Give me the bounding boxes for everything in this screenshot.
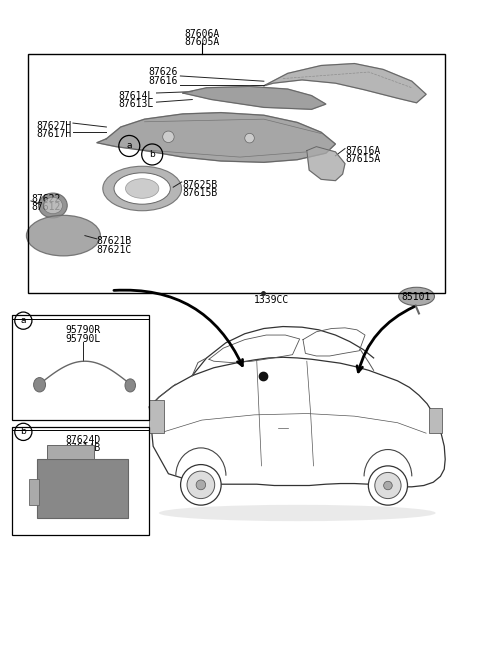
Text: b: b bbox=[21, 427, 26, 436]
Ellipse shape bbox=[34, 378, 46, 392]
Bar bbox=[28, 54, 445, 292]
Text: a: a bbox=[21, 316, 26, 325]
Text: b: b bbox=[149, 150, 155, 159]
Bar bbox=[29, 479, 39, 505]
Text: 95790R: 95790R bbox=[65, 325, 100, 336]
Text: 87615A: 87615A bbox=[345, 154, 380, 164]
Text: 87616A: 87616A bbox=[345, 146, 380, 156]
Text: 87622: 87622 bbox=[31, 194, 60, 204]
Ellipse shape bbox=[163, 131, 174, 143]
Ellipse shape bbox=[159, 505, 436, 521]
Text: 87621C: 87621C bbox=[97, 245, 132, 255]
Polygon shape bbox=[307, 147, 345, 181]
Text: 87612: 87612 bbox=[31, 202, 60, 212]
Text: 87617H: 87617H bbox=[37, 129, 72, 139]
Ellipse shape bbox=[384, 482, 392, 489]
Polygon shape bbox=[264, 64, 426, 102]
Bar bbox=[47, 445, 95, 459]
Text: 87621B: 87621B bbox=[97, 237, 132, 246]
Text: 1339CC: 1339CC bbox=[253, 296, 288, 306]
Ellipse shape bbox=[103, 166, 181, 211]
Ellipse shape bbox=[125, 179, 159, 198]
Text: 95790L: 95790L bbox=[65, 334, 100, 344]
Ellipse shape bbox=[245, 133, 254, 143]
Text: 87624D: 87624D bbox=[65, 435, 100, 445]
Polygon shape bbox=[183, 87, 326, 109]
Text: 87606A: 87606A bbox=[184, 29, 219, 39]
Text: 87626: 87626 bbox=[149, 67, 178, 77]
Ellipse shape bbox=[187, 471, 215, 499]
Bar bbox=[12, 315, 149, 420]
Ellipse shape bbox=[43, 197, 62, 214]
Text: 87614L: 87614L bbox=[119, 91, 154, 101]
Ellipse shape bbox=[375, 472, 401, 499]
Text: 87605A: 87605A bbox=[184, 37, 219, 47]
Bar bbox=[37, 459, 128, 518]
Text: 87616: 87616 bbox=[149, 76, 178, 85]
Text: 87614B: 87614B bbox=[65, 443, 100, 453]
Text: 85101: 85101 bbox=[401, 292, 430, 302]
Text: 87625B: 87625B bbox=[183, 179, 218, 190]
Polygon shape bbox=[97, 112, 336, 162]
Bar bbox=[12, 426, 149, 535]
Bar bbox=[429, 408, 442, 433]
Ellipse shape bbox=[114, 173, 170, 204]
Ellipse shape bbox=[26, 215, 100, 256]
Ellipse shape bbox=[399, 287, 434, 306]
Ellipse shape bbox=[196, 480, 205, 489]
Bar bbox=[149, 401, 164, 433]
Text: 87613L: 87613L bbox=[119, 99, 154, 109]
Ellipse shape bbox=[125, 379, 135, 392]
Ellipse shape bbox=[368, 466, 408, 505]
Text: 87627H: 87627H bbox=[37, 121, 72, 131]
Ellipse shape bbox=[38, 193, 67, 218]
Text: 87615B: 87615B bbox=[183, 188, 218, 198]
Text: a: a bbox=[127, 141, 132, 150]
Ellipse shape bbox=[180, 464, 221, 505]
